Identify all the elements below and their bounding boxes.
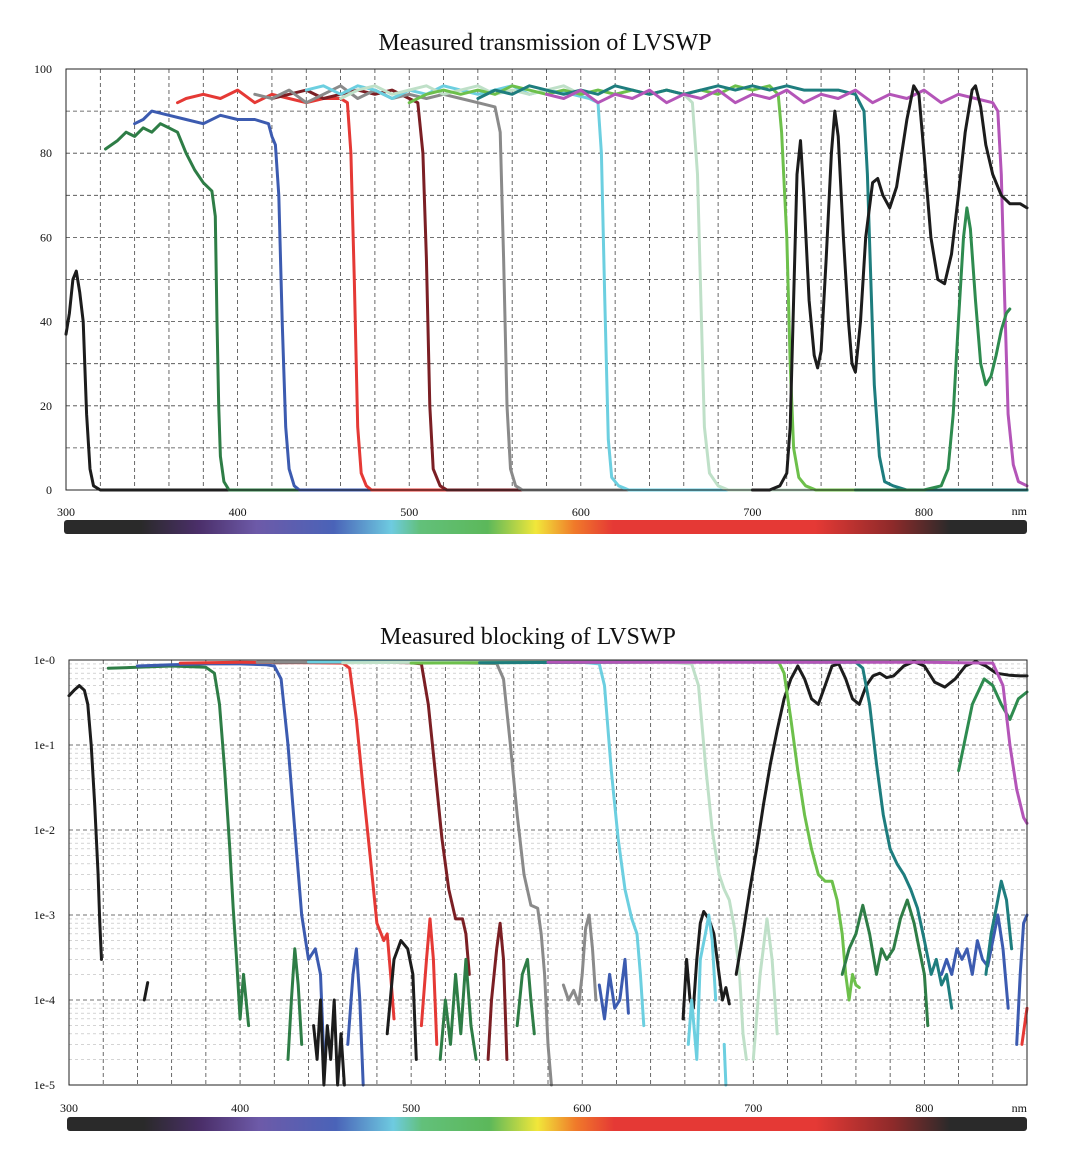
x-tick-label: 500 xyxy=(400,505,418,519)
series-line-30 xyxy=(546,660,1029,825)
transmission-series xyxy=(64,84,1029,492)
series-line-20 xyxy=(722,1042,728,1087)
series-line-18 xyxy=(681,910,731,1021)
x-tick-label: 800 xyxy=(915,505,933,519)
blocking-grid xyxy=(69,660,1027,1085)
blocking-series xyxy=(67,660,1029,1087)
series-line-15 xyxy=(561,913,598,1006)
transmission-plot-frame xyxy=(65,68,1028,491)
transmission-grid xyxy=(66,69,1027,490)
series-line-0 xyxy=(67,684,103,961)
series-line-5 xyxy=(253,84,1029,492)
x-tick-label: 300 xyxy=(60,1101,78,1115)
x-tick-label: 300 xyxy=(57,505,75,519)
series-line-22 xyxy=(751,917,779,1061)
series-line-0 xyxy=(64,269,1029,492)
series-line-7 xyxy=(178,660,396,1021)
series-line-31 xyxy=(1015,913,1029,1046)
y-tick-label: 1e-3 xyxy=(34,908,55,922)
series-line-32 xyxy=(1020,1006,1029,1046)
series-line-2 xyxy=(106,664,251,1028)
blocking-plot-frame xyxy=(68,659,1028,1086)
y-tick-label: 1e-2 xyxy=(34,823,55,837)
blocking-x-ticks: 300 400 500 600 700 800 xyxy=(60,1101,933,1115)
x-tick-label: 700 xyxy=(743,505,761,519)
blocking-y-ticks: 1e-0 1e-1 1e-2 1e-3 1e-4 1e-5 xyxy=(34,653,55,1092)
blocking-chart: Measured blocking of LVSWP 1e-01e-11e-21… xyxy=(34,624,1029,1131)
series-line-25 xyxy=(840,898,930,1028)
series-line-6 xyxy=(346,947,365,1087)
y-tick-label: 60 xyxy=(40,230,52,244)
series-line-2 xyxy=(133,109,1029,492)
series-line-10 xyxy=(545,88,1029,488)
series-line-4 xyxy=(270,88,1029,492)
y-tick-label: 1e-4 xyxy=(34,993,55,1007)
y-tick-label: 1e-0 xyxy=(34,653,55,667)
series-line-14 xyxy=(515,957,536,1036)
transmission-x-unit: nm xyxy=(1012,504,1028,518)
x-tick-label: 600 xyxy=(573,1101,591,1115)
blocking-chart-title: Measured blocking of LVSWP xyxy=(380,624,676,650)
series-line-5 xyxy=(312,998,346,1087)
y-tick-label: 1e-5 xyxy=(34,1078,55,1092)
blocking-x-unit: nm xyxy=(1012,1101,1028,1115)
series-line-12 xyxy=(486,921,509,1061)
transmission-chart-title: Measured transmission of LVSWP xyxy=(378,30,711,56)
series-line-12 xyxy=(853,206,1012,492)
x-tick-label: 600 xyxy=(572,505,590,519)
series-line-26 xyxy=(478,660,954,1010)
x-tick-label: 800 xyxy=(915,1101,933,1115)
series-line-1 xyxy=(142,981,150,1002)
series-line-29 xyxy=(957,677,1029,773)
y-tick-label: 100 xyxy=(34,62,52,76)
series-line-9 xyxy=(419,917,439,1046)
y-tick-label: 40 xyxy=(40,315,52,329)
transmission-y-ticks: 0 20 40 60 80 100 xyxy=(34,62,52,497)
y-tick-label: 1e-1 xyxy=(34,738,55,752)
transmission-spectrum-bar xyxy=(64,520,1027,534)
transmission-chart: Measured transmission of LVSWP 0 20 40 60 80… xyxy=(34,30,1029,534)
y-tick-label: 20 xyxy=(40,399,52,413)
series-line-11 xyxy=(438,957,478,1061)
series-line-1 xyxy=(104,122,1029,492)
transmission-x-ticks: 300 400 500 600 700 800 xyxy=(57,505,933,519)
blocking-spectrum-bar xyxy=(67,1117,1027,1131)
x-tick-label: 500 xyxy=(402,1101,420,1115)
y-tick-label: 0 xyxy=(46,483,52,497)
x-tick-label: 400 xyxy=(229,505,247,519)
x-tick-label: 700 xyxy=(744,1101,762,1115)
series-line-6 xyxy=(304,84,1029,492)
series-line-11 xyxy=(750,84,1029,492)
series-line-28 xyxy=(984,879,1014,976)
series-line-9 xyxy=(476,84,1029,492)
series-line-23 xyxy=(734,660,1029,976)
series-line-16 xyxy=(597,957,630,1021)
series-line-24 xyxy=(409,660,861,1002)
series-line-27 xyxy=(940,913,1010,1010)
series-line-8 xyxy=(385,939,418,1061)
series-line-3 xyxy=(286,947,304,1061)
y-tick-label: 80 xyxy=(40,146,52,160)
x-tick-label: 400 xyxy=(231,1101,249,1115)
series-line-19 xyxy=(686,913,718,1061)
